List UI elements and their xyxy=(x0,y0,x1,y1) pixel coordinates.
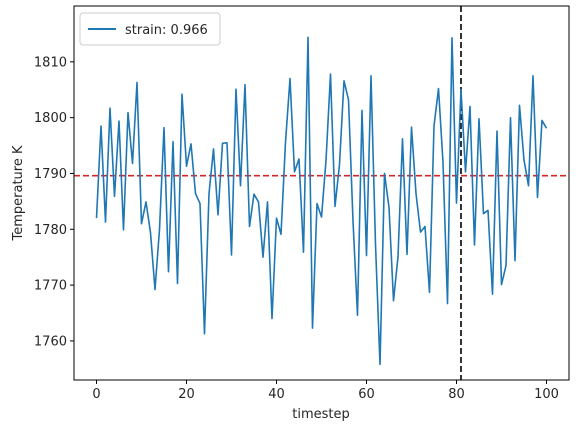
legend: strain: 0.966 xyxy=(79,12,221,46)
x-tick-label: 40 xyxy=(268,387,285,402)
y-axis-label: Temperature K xyxy=(11,145,26,241)
series-line-0 xyxy=(95,36,548,366)
y-axis: 1760 1770 1780 1790 1800 1810 xyxy=(34,55,74,349)
x-axis: 0 20 40 60 80 100 xyxy=(92,380,559,402)
y-tick-label: 1800 xyxy=(34,111,67,126)
x-axis-label: timestep xyxy=(292,407,350,422)
y-tick-label: 1780 xyxy=(34,223,67,238)
plot-frame xyxy=(73,5,570,381)
y-tick-label: 1770 xyxy=(34,279,67,294)
legend-label-strain: strain: 0.966 xyxy=(125,23,208,38)
legend-box xyxy=(79,12,221,46)
x-tick-label: 100 xyxy=(534,387,559,402)
plot-area xyxy=(74,6,569,380)
annotation-layer xyxy=(74,6,569,380)
x-tick-label: 80 xyxy=(448,387,465,402)
y-tick-label: 1810 xyxy=(34,55,67,70)
x-tick-label: 0 xyxy=(92,387,100,402)
y-tick-label: 1760 xyxy=(34,334,67,349)
x-tick-label: 20 xyxy=(178,387,195,402)
x-tick-label: 60 xyxy=(358,387,375,402)
y-tick-label: 1790 xyxy=(34,167,67,182)
series-layer xyxy=(95,36,548,366)
